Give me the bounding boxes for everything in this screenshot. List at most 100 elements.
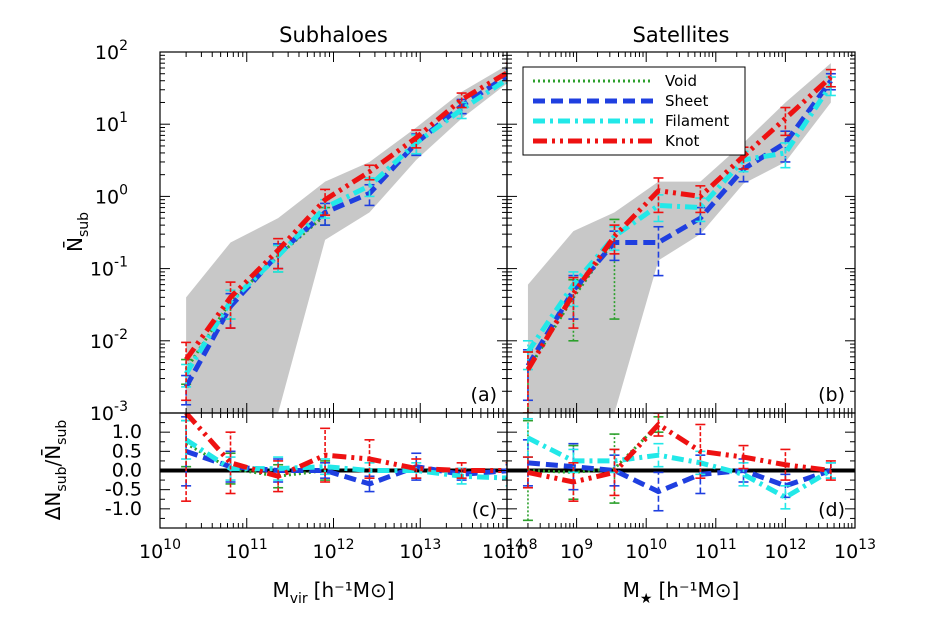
tick-base: 10 (95, 42, 119, 64)
tick-base: 10 (482, 541, 506, 563)
tick-exponent: 1 (119, 110, 128, 126)
tick-exponent: 0 (119, 182, 128, 198)
tick-base: 10 (504, 541, 528, 563)
ylabel-delta-text: ΔNsub/N̄sub (40, 420, 70, 521)
ylabel-delta-bottom-sub: sub (54, 420, 70, 445)
panel-title-satellites: Satellites (633, 23, 730, 47)
x-tick-label-b: 108 (504, 537, 537, 563)
y-tick-label-c: -1.0 (105, 498, 142, 520)
series-line-knot-b (525, 75, 833, 371)
series-sheet-d (522, 439, 836, 512)
ylabel-delta-bottom: N̄ (40, 445, 65, 460)
tick-exponent: 13 (423, 537, 441, 553)
tick-exponent: 12 (789, 537, 807, 553)
tick-exponent: 10 (163, 537, 181, 553)
xlabel-sub: vir (290, 591, 308, 607)
series-knot-d (522, 413, 836, 502)
series-line-knot-d (527, 422, 832, 485)
axes-layer (159, 51, 856, 529)
series-line-knot-a (184, 69, 507, 361)
tick-base: 10 (139, 541, 163, 563)
panel-tag-b: (b) (818, 384, 845, 406)
x-tick-label-a: 1013 (399, 537, 441, 563)
y-tick-label-a: 101 (95, 110, 128, 136)
y-tick-label-a: 100 (95, 182, 128, 208)
x-tick-label-b: 1011 (695, 537, 737, 563)
ylabel-delta-slash: / (41, 460, 65, 467)
legend-label-void: Void (665, 72, 697, 90)
x-tick-label-a: 1010 (139, 537, 181, 563)
tick-exponent: -2 (114, 327, 128, 343)
ylabel-delta-top-sub: sub (54, 466, 70, 491)
ylabel-delta-top: ΔN (41, 492, 65, 521)
y-tick-label-a: 10-1 (90, 255, 128, 281)
tick-base: 10 (764, 541, 788, 563)
series-knot-b (522, 68, 836, 413)
series-line-filament-d (526, 435, 833, 500)
xlabel-unit: [h⁻¹M⊙] (658, 578, 739, 602)
y-tick-label-c: 1.0 (112, 421, 142, 443)
legend: Void Sheet Filament Knot (522, 66, 746, 156)
legend-label-sheet: Sheet (665, 92, 708, 110)
y-tick-label-a: 10-3 (90, 399, 128, 425)
xlabel-main: M (272, 578, 289, 602)
x-tick-label-b: 1013 (834, 537, 876, 563)
tick-exponent: 8 (529, 537, 538, 553)
legend-label-filament: Filament (665, 112, 729, 130)
legend-label-knot: Knot (665, 132, 700, 150)
tick-base: 10 (90, 331, 114, 353)
y-tick-label-c: -0.5 (105, 479, 142, 501)
x-tick-label-a-last: 1014 (482, 537, 524, 563)
tick-base: 10 (312, 541, 336, 563)
tick-exponent: -3 (114, 399, 128, 415)
series-layer (181, 62, 836, 522)
series-line-filament-a (183, 76, 507, 376)
tick-exponent: 11 (250, 537, 268, 553)
x-axis-label-mstar: M★ [h⁻¹M⊙] (623, 578, 740, 607)
y-axis-label-delta: ΔNsub/N̄sub (40, 420, 70, 521)
xlabel-unit: [h⁻¹M⊙] (314, 578, 395, 602)
ylabel-sub: sub (76, 212, 92, 237)
tick-exponent: 9 (584, 537, 593, 553)
scatter-band-b (527, 63, 831, 413)
y-tick-label-c: 0.5 (112, 440, 142, 462)
panel-tag-c: (c) (472, 499, 497, 521)
tick-exponent: -1 (114, 255, 128, 271)
tick-base: 10 (95, 186, 119, 208)
y-axis-label-nsub: N̄sub (62, 212, 92, 252)
x-axis-label-mvir: Mvir [h⁻¹M⊙] (272, 578, 394, 607)
x-tick-label-a: 1011 (226, 537, 268, 563)
xlabel-sub: ★ (640, 591, 653, 607)
panel-title-subhaloes: Subhaloes (279, 23, 388, 47)
scatter-band-a (186, 65, 507, 413)
tick-base: 10 (399, 541, 423, 563)
series-line-sheet-b (525, 79, 833, 368)
tick-exponent: 10 (649, 537, 667, 553)
tick-base: 10 (834, 541, 858, 563)
tick-base: 10 (90, 259, 114, 281)
tick-exponent: 12 (337, 537, 355, 553)
series-knot-a (181, 62, 507, 402)
series-line-void-d (527, 423, 660, 474)
text-layer: (a) (b)(c) (d)Subhaloes Satellites10-310-21… (40, 23, 876, 607)
series-void-c (181, 419, 331, 489)
tick-base: 10 (90, 403, 114, 425)
x-tick-label-b: 1012 (764, 537, 806, 563)
x-tick-label-a: 1012 (312, 537, 354, 563)
series-line-sheet-d (527, 460, 832, 495)
tick-exponent: 11 (719, 537, 737, 553)
y-tick-label-a: 102 (95, 38, 128, 64)
tick-exponent: 14 (506, 537, 524, 553)
x-tick-label-b: 1010 (625, 537, 667, 563)
tick-base: 10 (695, 541, 719, 563)
tick-base: 10 (625, 541, 649, 563)
panel-tag-d: (d) (818, 499, 845, 521)
band-layer (186, 63, 831, 413)
series-line-knot-c (184, 413, 507, 479)
xlabel-main: M (623, 578, 640, 602)
tick-base: 10 (560, 541, 584, 563)
ylabel-main: N̄ (62, 237, 87, 252)
tick-exponent: 13 (858, 537, 876, 553)
tick-base: 10 (95, 114, 119, 136)
